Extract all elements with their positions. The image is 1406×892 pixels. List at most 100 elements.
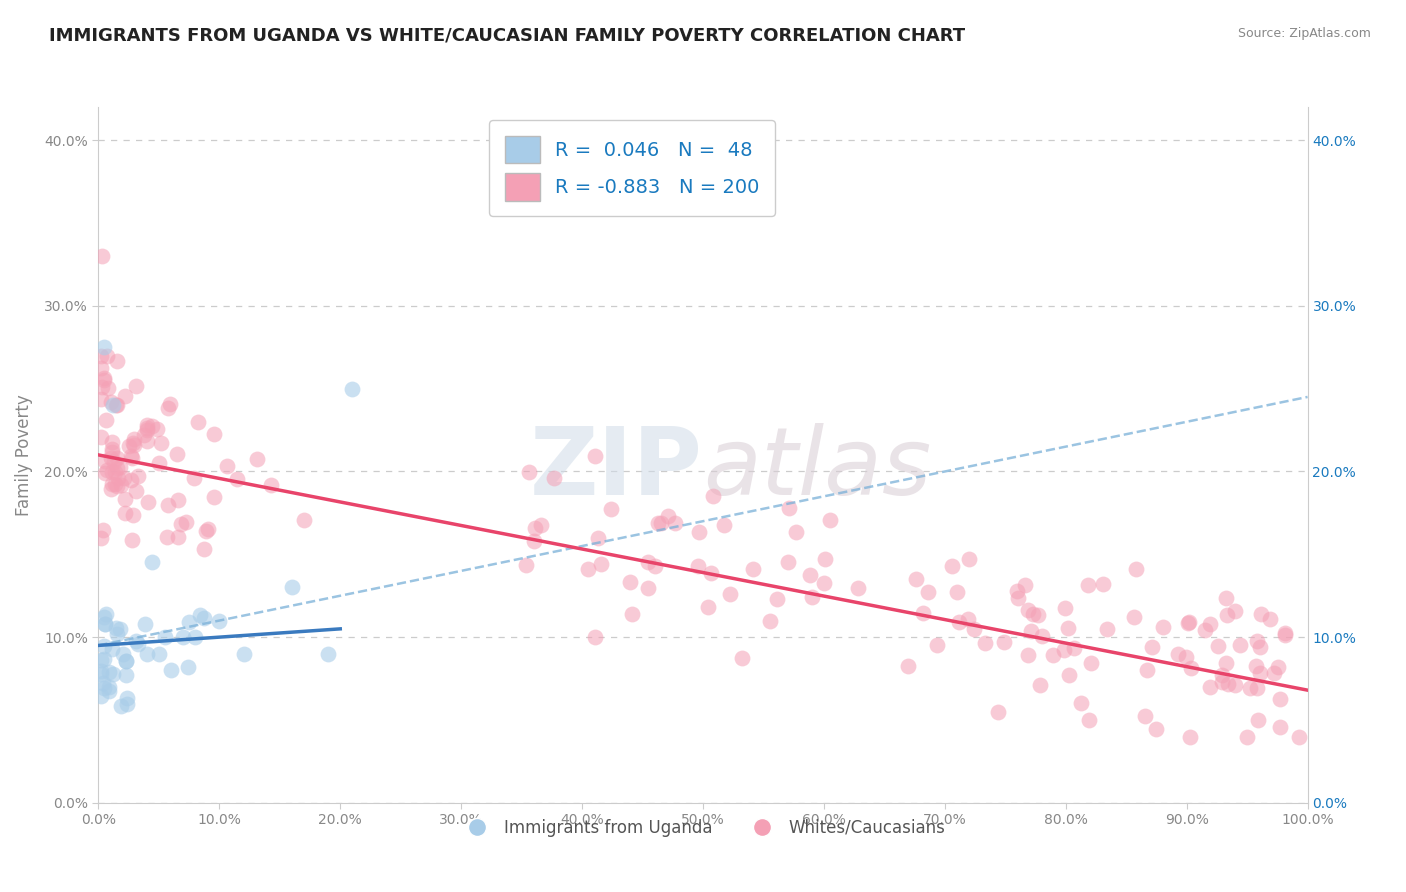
Point <box>342 382 364 396</box>
Point <box>114 389 136 403</box>
Point <box>150 436 173 450</box>
Point <box>187 415 209 429</box>
Point <box>897 659 920 673</box>
Point <box>637 581 659 595</box>
Point <box>100 435 122 450</box>
Point <box>650 516 672 530</box>
Point <box>91 523 114 537</box>
Point <box>700 566 723 580</box>
Text: ZIP: ZIP <box>530 423 703 515</box>
Point <box>232 647 254 661</box>
Point <box>1236 730 1258 744</box>
Point <box>1263 666 1285 681</box>
Point <box>620 607 643 621</box>
Point <box>110 699 132 714</box>
Point <box>1247 713 1270 727</box>
Point <box>122 438 145 452</box>
Point <box>637 555 659 569</box>
Point <box>197 522 219 536</box>
Legend: Immigrants from Uganda, Whites/Caucasians: Immigrants from Uganda, Whites/Caucasian… <box>454 812 952 843</box>
Point <box>90 360 112 375</box>
Point <box>136 418 159 433</box>
Point <box>93 652 115 666</box>
Point <box>1042 648 1064 662</box>
Point <box>818 513 841 527</box>
Point <box>93 373 115 387</box>
Point <box>1057 668 1080 682</box>
Point <box>1175 649 1198 664</box>
Point <box>1215 591 1237 605</box>
Point <box>93 617 115 632</box>
Point <box>121 451 143 466</box>
Point <box>1091 576 1114 591</box>
Point <box>90 689 112 703</box>
Point <box>1125 562 1147 576</box>
Point <box>591 557 613 571</box>
Point <box>110 478 132 492</box>
Point <box>1206 640 1229 654</box>
Point <box>100 483 122 497</box>
Point <box>135 647 157 661</box>
Point <box>1180 661 1202 675</box>
Point <box>105 627 128 641</box>
Point <box>174 515 197 529</box>
Point <box>90 350 112 364</box>
Text: IMMIGRANTS FROM UGANDA VS WHITE/CAUCASIAN FAMILY POVERTY CORRELATION CHART: IMMIGRANTS FROM UGANDA VS WHITE/CAUCASIA… <box>49 27 966 45</box>
Point <box>115 691 138 706</box>
Point <box>183 470 205 484</box>
Point <box>644 559 666 574</box>
Point <box>156 498 179 512</box>
Point <box>167 530 190 544</box>
Point <box>785 525 807 540</box>
Point <box>93 454 115 468</box>
Point <box>104 465 127 479</box>
Point <box>912 606 935 620</box>
Point <box>515 558 537 573</box>
Point <box>90 652 112 666</box>
Point <box>132 428 155 442</box>
Point <box>146 421 169 435</box>
Point <box>195 524 218 538</box>
Point <box>246 451 269 466</box>
Point <box>1022 607 1045 621</box>
Point <box>101 476 124 491</box>
Point <box>718 587 741 601</box>
Point <box>118 439 141 453</box>
Point <box>112 471 135 485</box>
Point <box>96 463 118 477</box>
Point <box>101 445 124 459</box>
Point <box>813 575 835 590</box>
Point <box>993 634 1015 648</box>
Point <box>292 513 315 527</box>
Point <box>1077 578 1099 592</box>
Point <box>1142 640 1164 654</box>
Point <box>100 395 122 409</box>
Point <box>105 354 128 368</box>
Point <box>125 378 148 392</box>
Point <box>115 654 138 668</box>
Point <box>93 681 115 695</box>
Point <box>114 654 136 668</box>
Point <box>105 398 128 412</box>
Point <box>115 667 138 681</box>
Point <box>120 449 142 463</box>
Point <box>100 442 122 456</box>
Point <box>1135 709 1157 723</box>
Point <box>1178 730 1201 744</box>
Point <box>576 561 599 575</box>
Point <box>148 456 170 470</box>
Point <box>778 501 800 516</box>
Point <box>583 630 606 644</box>
Point <box>170 517 193 532</box>
Point <box>1274 625 1296 640</box>
Point <box>177 660 200 674</box>
Point <box>1223 678 1246 692</box>
Point <box>1014 578 1036 592</box>
Point <box>202 426 225 441</box>
Point <box>202 490 225 504</box>
Point <box>956 612 979 626</box>
Point <box>1053 601 1076 615</box>
Point <box>160 663 183 677</box>
Point <box>136 434 159 449</box>
Point <box>974 636 997 650</box>
